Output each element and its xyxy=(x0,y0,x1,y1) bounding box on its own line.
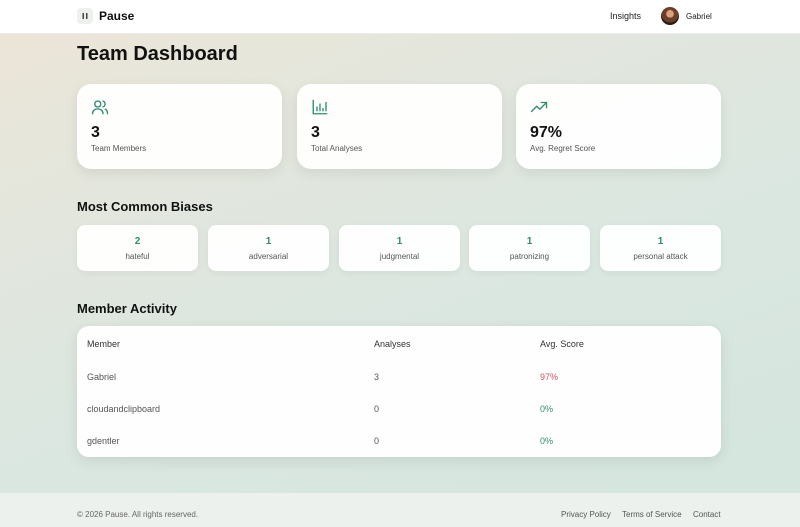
bias-card: 1 personal attack xyxy=(600,225,721,271)
stat-value: 3 xyxy=(311,124,320,141)
brand-name: Pause xyxy=(99,9,135,23)
table-row: Gabriel 3 97% xyxy=(77,362,721,394)
table-row: cloudandclipboard 0 0% xyxy=(77,395,721,427)
bias-count: 1 xyxy=(396,236,403,247)
terms-of-service-link[interactable]: Terms of Service xyxy=(622,510,682,519)
bias-count: 2 xyxy=(134,236,141,247)
contact-link[interactable]: Contact xyxy=(693,510,721,519)
trending-up-icon xyxy=(530,98,548,121)
nav-insights-link[interactable]: Insights xyxy=(610,11,642,21)
bias-name: patronizing xyxy=(509,252,550,261)
bias-card: 2 hateful xyxy=(77,225,198,271)
avatar xyxy=(661,7,679,25)
stat-value: 97% xyxy=(530,124,563,141)
bias-name: personal attack xyxy=(633,252,688,261)
page-title: Team Dashboard xyxy=(77,43,238,65)
bias-name: adversarial xyxy=(248,252,289,261)
pause-icon xyxy=(77,8,93,24)
user-menu[interactable]: Gabriel xyxy=(661,7,712,25)
top-navigation-bar: Pause Insights Gabriel xyxy=(0,0,800,34)
column-header-member: Member xyxy=(87,339,121,349)
users-icon xyxy=(91,98,109,121)
biases-section-title: Most Common Biases xyxy=(77,199,213,214)
brand-logo-link[interactable]: Pause xyxy=(77,8,134,24)
bias-count: 1 xyxy=(657,236,664,247)
column-header-analyses: Analyses xyxy=(374,339,411,349)
stat-label: Avg. Regret Score xyxy=(530,144,596,153)
bias-name: hateful xyxy=(125,252,150,261)
activity-section-title: Member Activity xyxy=(77,301,177,316)
member-name: gdentler xyxy=(87,436,120,446)
bias-count: 1 xyxy=(526,236,533,247)
stat-card-avg-regret-score: 97% Avg. Regret Score xyxy=(516,84,721,169)
stat-label: Team Members xyxy=(91,144,147,153)
member-analyses: 0 xyxy=(374,436,380,446)
bar-chart-icon xyxy=(311,98,329,121)
member-avg-score: 97% xyxy=(540,372,559,382)
member-analyses: 3 xyxy=(374,372,380,382)
member-name: Gabriel xyxy=(87,372,117,382)
privacy-policy-link[interactable]: Privacy Policy xyxy=(561,510,611,519)
copyright-text: © 2026 Pause. All rights reserved. xyxy=(77,510,199,519)
stat-value: 3 xyxy=(91,124,100,141)
bias-card: 1 adversarial xyxy=(208,225,329,271)
bias-card: 1 judgmental xyxy=(339,225,460,271)
stat-card-total-analyses: 3 Total Analyses xyxy=(297,84,502,169)
member-activity-table: Member Analyses Avg. Score Gabriel 3 97%… xyxy=(77,326,721,457)
column-header-avg-score: Avg. Score xyxy=(540,339,584,349)
member-avg-score: 0% xyxy=(540,404,554,414)
bias-count: 1 xyxy=(265,236,272,247)
stat-label: Total Analyses xyxy=(311,144,363,153)
table-row: gdentler 0 0% xyxy=(77,427,721,459)
stat-card-team-members: 3 Team Members xyxy=(77,84,282,169)
member-avg-score: 0% xyxy=(540,436,554,446)
member-name: cloudandclipboard xyxy=(87,404,161,414)
member-analyses: 0 xyxy=(374,404,380,414)
bias-card: 1 patronizing xyxy=(469,225,590,271)
footer: © 2026 Pause. All rights reserved. Priva… xyxy=(0,493,800,527)
user-name: Gabriel xyxy=(686,11,712,21)
bias-name: judgmental xyxy=(379,252,420,261)
